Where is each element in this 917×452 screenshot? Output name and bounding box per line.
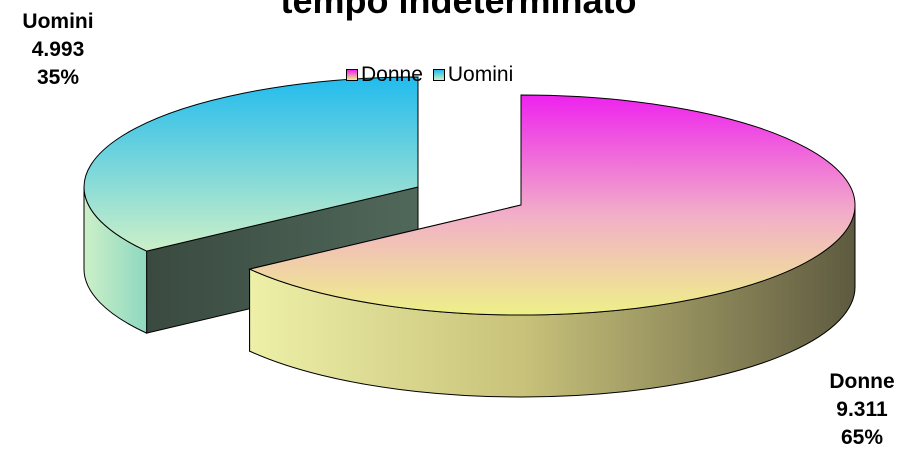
data-label-uomini-percent: 35% [36,66,80,89]
pie-chart [83,76,856,398]
data-label-donne: Donne 9.311 65% [812,368,912,452]
pie-slice-uomini [83,76,419,252]
chart-title: tempo indeterminato [280,0,637,21]
data-label-uomini: Uomini 4.993 35% [8,8,108,92]
pie-slice-donne [248,94,856,316]
legend-swatch-donne [346,69,358,81]
legend-label-donne: Donne [361,63,423,86]
legend-item-uomini: Uomini [432,63,514,87]
data-label-donne-name: Donne [829,370,895,393]
data-label-uomini-value: 4.993 [31,38,85,61]
data-label-donne-value: 9.311 [836,398,888,421]
data-label-uomini-name: Uomini [22,10,94,33]
data-label-donne-percent: 65% [840,426,884,449]
legend-swatch-uomini [432,69,445,81]
legend-label-uomini: Uomini [447,63,514,86]
legend: Donne Uomini [346,63,523,87]
legend-item-donne: Donne [346,63,423,87]
